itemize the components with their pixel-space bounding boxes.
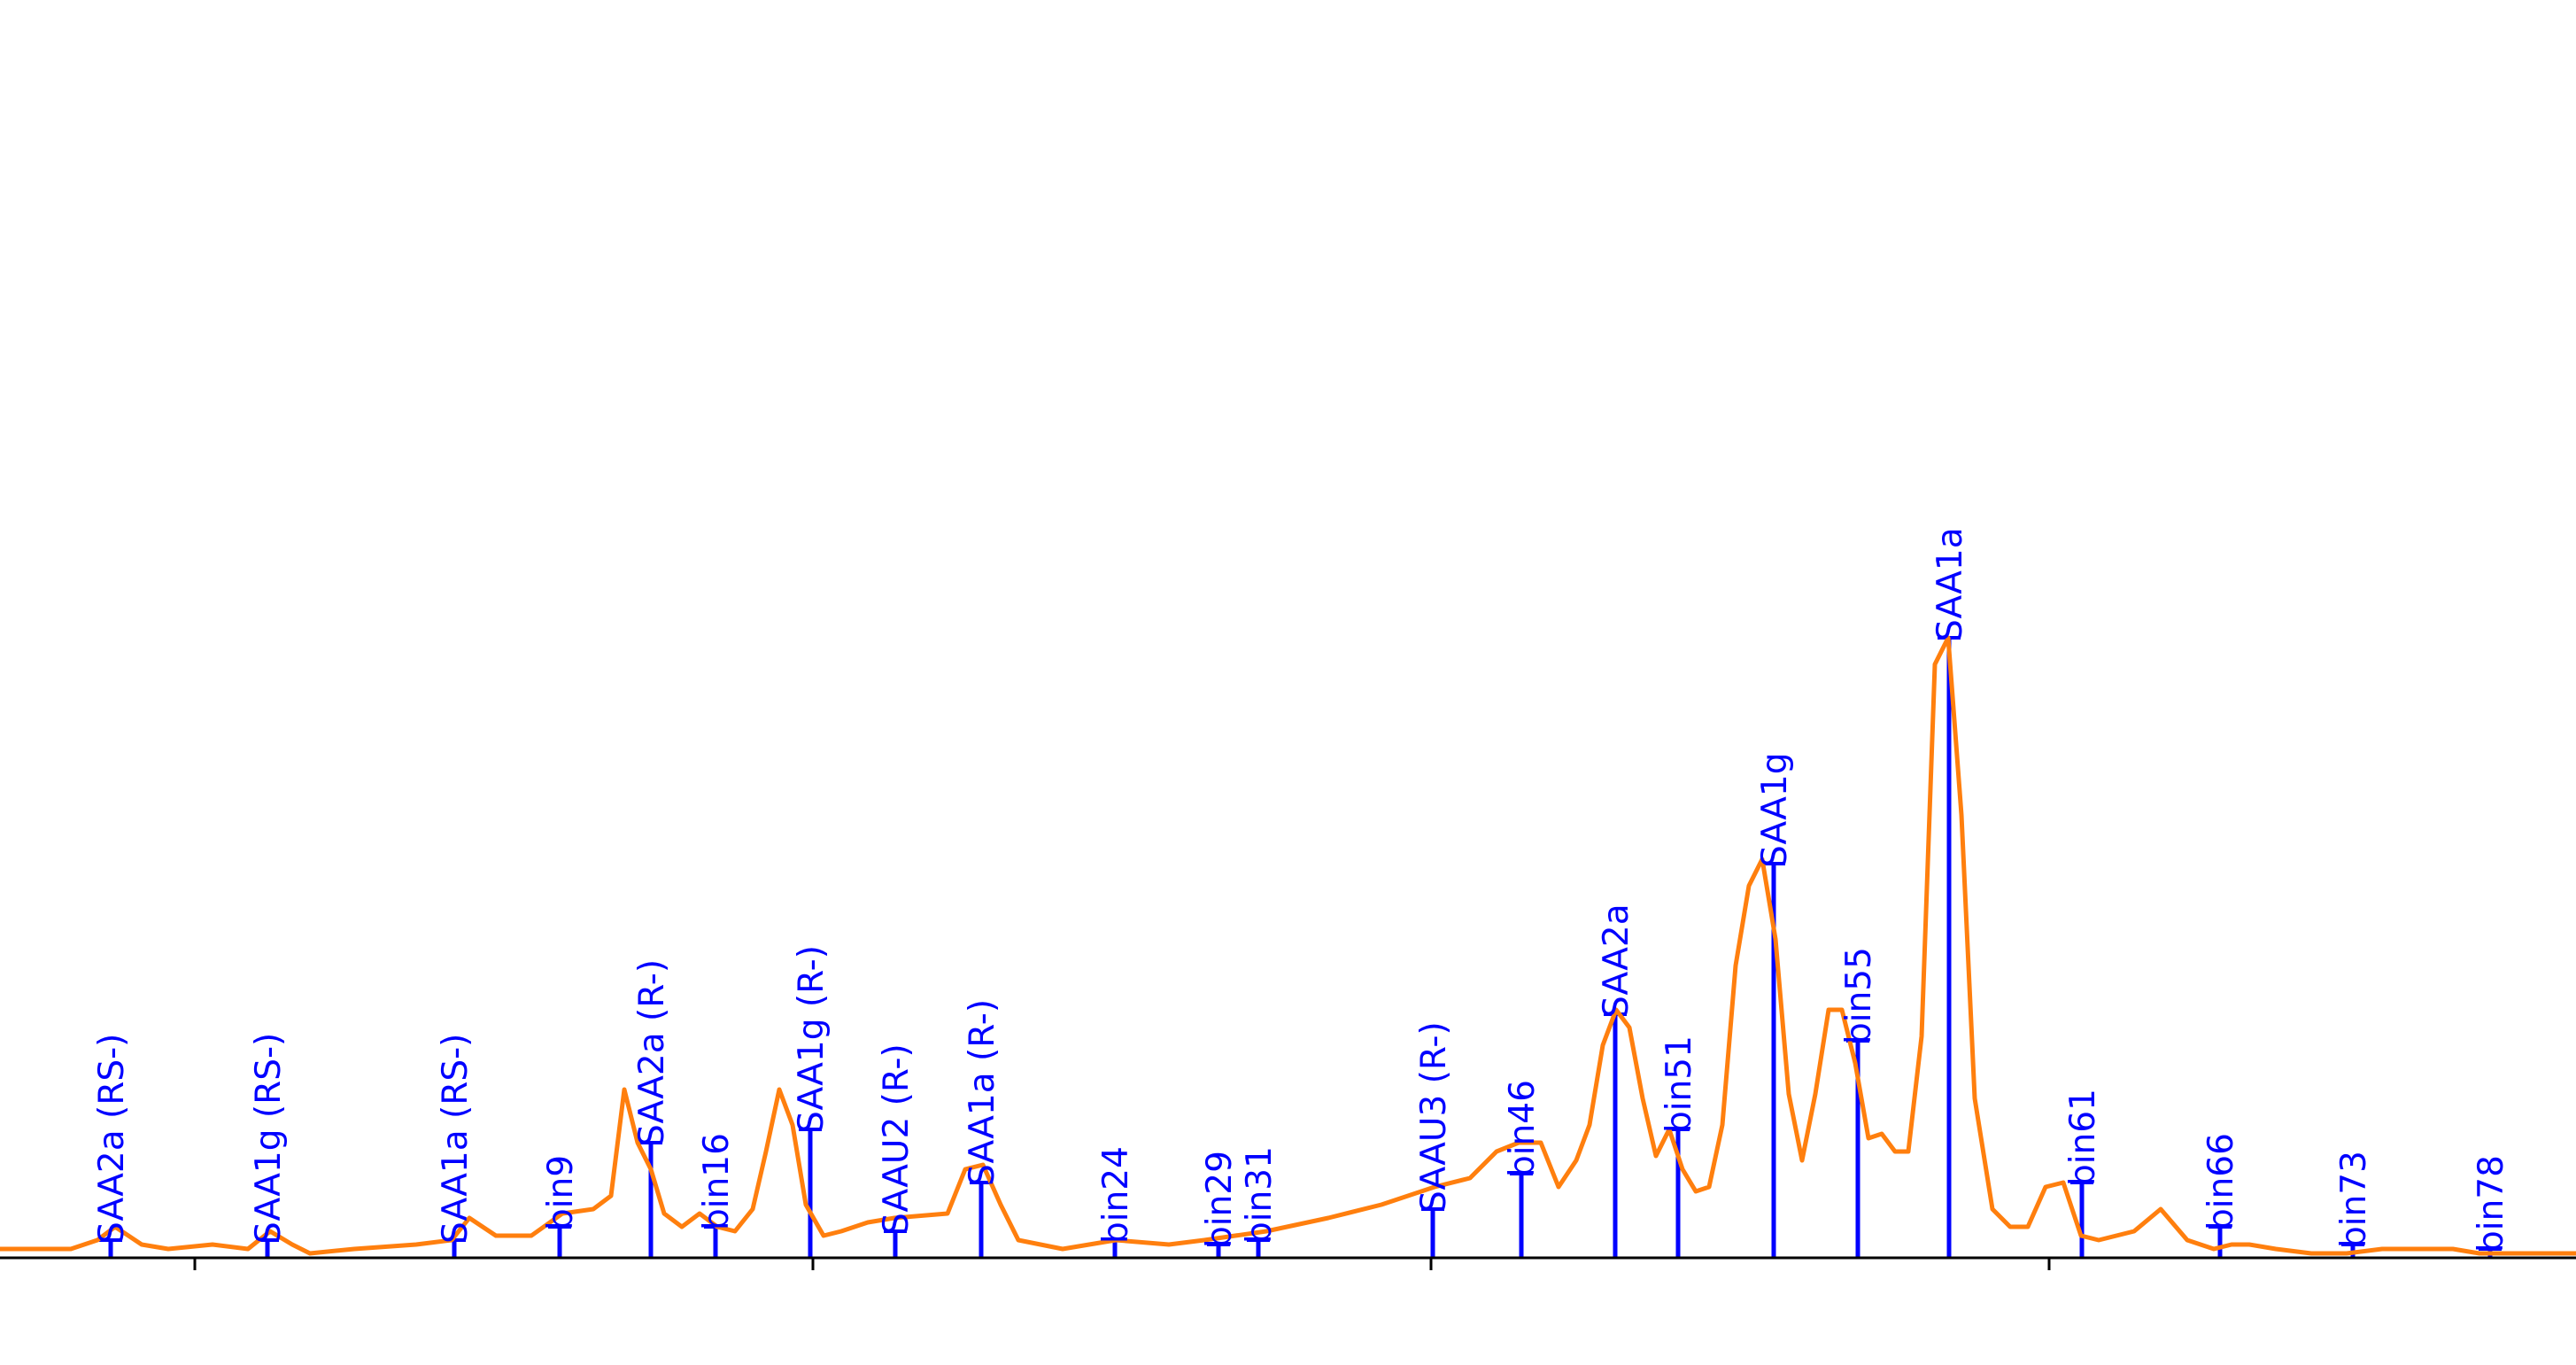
peak-label: bin29 bbox=[1200, 1151, 1240, 1248]
peak-markers bbox=[99, 636, 2502, 1258]
peak-label: bin66 bbox=[2201, 1133, 2241, 1230]
x-axis-ticks bbox=[193, 1258, 2051, 1270]
peak-label: SAA1a (RS-) bbox=[436, 1034, 476, 1244]
peak-label: SAA1g (R-) bbox=[792, 945, 832, 1133]
peak-labels: SAA2a (RS-) SAA1g (RS-) SAA1a (RS-) bin9 SAA… bbox=[92, 527, 2511, 1253]
peak-label: SAA1g bbox=[1755, 753, 1795, 868]
peak-label: bin31 bbox=[1240, 1146, 1280, 1244]
peak-label: bin51 bbox=[1659, 1035, 1699, 1133]
peak-label: bin55 bbox=[1839, 947, 1879, 1044]
peak-label: bin46 bbox=[1503, 1080, 1543, 1177]
peak-label: bin73 bbox=[2334, 1151, 2374, 1248]
peak-label: bin24 bbox=[1096, 1146, 1136, 1244]
peak-label: SAA1a bbox=[1930, 527, 1970, 641]
peak-label: bin9 bbox=[541, 1155, 581, 1230]
peak-label: SAAU3 (R-) bbox=[1414, 1021, 1454, 1213]
peak-label: SAA2a bbox=[1597, 904, 1636, 1018]
peak-label: SAA2a (R-) bbox=[632, 959, 672, 1146]
peak-label: SAA1g (RS-) bbox=[249, 1033, 289, 1244]
peak-label: bin16 bbox=[697, 1133, 737, 1230]
peak-label: SAA1a (R-) bbox=[963, 999, 1002, 1186]
peak-label: SAAU2 (R-) bbox=[877, 1043, 917, 1235]
peak-label: bin78 bbox=[2472, 1155, 2511, 1253]
chromatogram-trace bbox=[0, 635, 2576, 1256]
peak-label: SAA2a (RS-) bbox=[92, 1034, 132, 1244]
peak-label: bin61 bbox=[2063, 1089, 2103, 1186]
